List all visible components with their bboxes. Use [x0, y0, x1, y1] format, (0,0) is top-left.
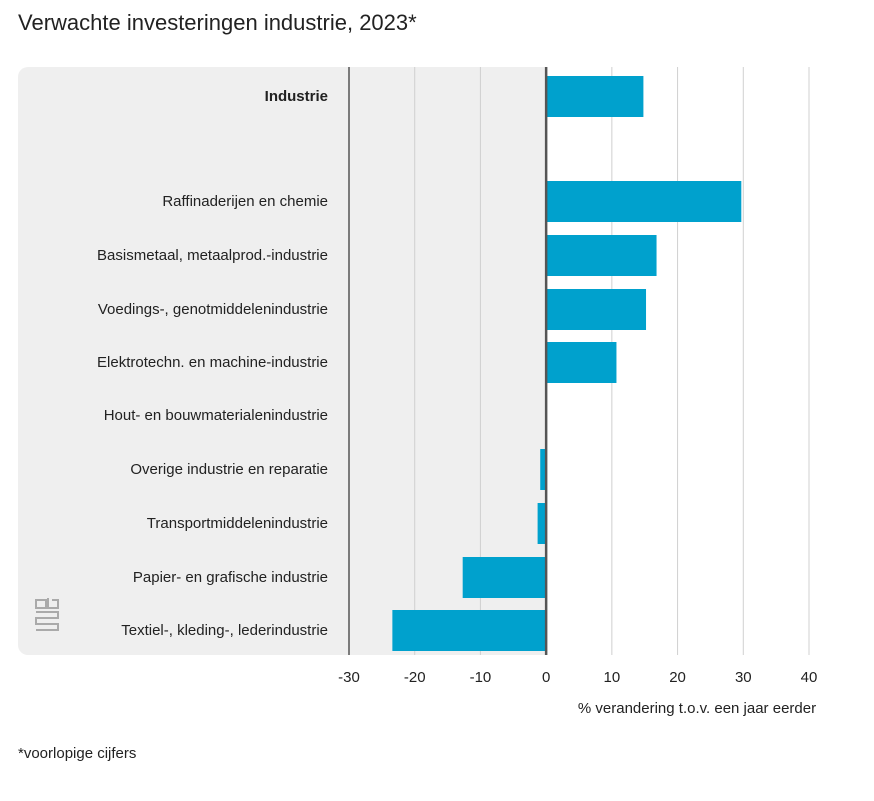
tick-label: 40 [801, 669, 818, 686]
bar [546, 235, 657, 276]
category-label: Raffinaderijen en chemie [162, 193, 328, 210]
bar [537, 503, 547, 544]
chart-title: Verwachte investeringen industrie, 2023* [18, 10, 417, 35]
category-label: Overige industrie en reparatie [130, 461, 328, 478]
category-label: Voedings-, genotmiddelenindustrie [98, 301, 328, 318]
bar [546, 181, 742, 222]
tick-label: 0 [542, 669, 550, 686]
label-panel [18, 67, 547, 655]
tick-label: 10 [604, 669, 621, 686]
tick-label: 30 [735, 669, 752, 686]
bar [540, 449, 547, 490]
bar [546, 76, 644, 117]
tick-label: -30 [338, 669, 360, 686]
footnote: *voorlopige cijfers [18, 745, 137, 762]
category-label: Industrie [265, 88, 328, 105]
category-label: Elektrotechn. en machine-industrie [97, 354, 328, 371]
category-label: Basismetaal, metaalprod.-industrie [97, 247, 328, 264]
bar [392, 610, 547, 651]
bar [462, 557, 547, 598]
tick-label: 20 [669, 669, 686, 686]
x-axis-label: % verandering t.o.v. een jaar eerder [578, 700, 816, 717]
bar [546, 342, 617, 383]
category-label: Textiel-, kleding-, lederindustrie [121, 622, 328, 639]
category-label: Hout- en bouwmaterialenindustrie [104, 407, 328, 424]
bar [546, 289, 647, 330]
cbs-logo-shape [35, 598, 59, 631]
cbs-logo-icon [35, 598, 59, 631]
tick-label: -20 [404, 669, 426, 686]
tick-label: -10 [470, 669, 492, 686]
category-label: Papier- en grafische industrie [133, 569, 328, 586]
category-label: Transportmiddelenindustrie [147, 515, 328, 532]
